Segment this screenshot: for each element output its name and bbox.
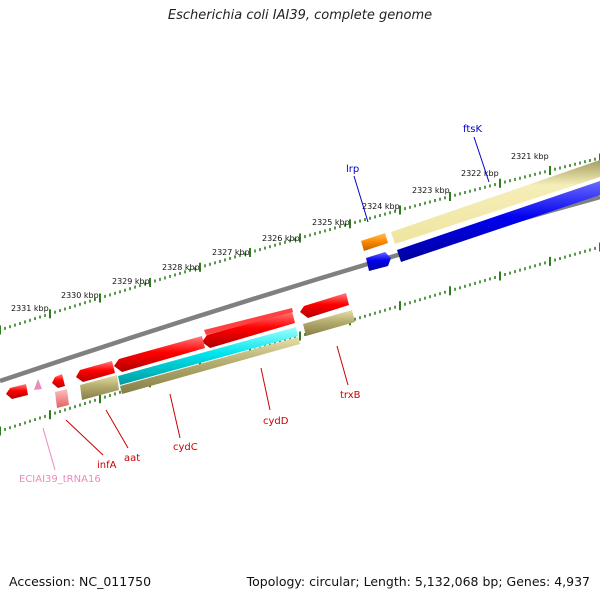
feature-light-band — [391, 160, 600, 244]
gene-cydD — [202, 311, 295, 348]
scale-label-2322: 2322 kbp — [461, 169, 499, 178]
leader-aat — [105, 409, 129, 449]
scale-label-2321: 2321 kbp — [511, 152, 549, 161]
label-cydD: cydD — [263, 416, 289, 427]
scale-label-2324: 2324 kbp — [362, 202, 400, 211]
feature-olive-trxB — [303, 310, 355, 336]
page-title: Escherichia coli IAI39, complete genome — [167, 8, 433, 23]
genome-summary: Topology: circular; Length: 5,132,068 bp… — [246, 574, 590, 589]
accession-label: Accession: NC_011750 — [9, 574, 152, 589]
leader-cydC — [169, 393, 181, 439]
feature-olive-long — [120, 337, 300, 394]
label-infA: infA — [97, 460, 117, 471]
label-ftsK: ftsK — [463, 124, 482, 135]
scale-label-2323: 2323 kbp — [412, 186, 450, 195]
gene-ftsK — [397, 181, 600, 262]
scale-label-2331: 2331 kbp — [11, 304, 49, 313]
gene-blue-small — [366, 252, 391, 271]
leader-trna — [42, 427, 56, 471]
outer-scale-ticks — [0, 153, 600, 335]
leader-infA — [65, 419, 104, 456]
scale-labels: 2321 kbp 2322 kbp 2323 kbp 2324 kbp 2325… — [11, 152, 549, 313]
gene-lrp — [361, 233, 388, 251]
label-lrp: lrp — [346, 164, 359, 175]
leader-cydD — [260, 367, 271, 411]
feature-pink-infA — [55, 389, 69, 408]
scale-label-2329: 2329 kbp — [112, 277, 150, 286]
label-trna: ECIAI39_tRNA16 — [19, 474, 101, 485]
leader-lrp — [353, 175, 369, 223]
label-cydC: cydC — [173, 442, 198, 453]
gene-cydD-upper — [204, 308, 293, 335]
gene-trxB — [300, 293, 349, 318]
label-aat: aat — [124, 453, 140, 464]
gene-trna — [34, 379, 42, 390]
scale-label-2326: 2326 kbp — [262, 234, 300, 243]
inner-scale-ticks — [0, 242, 600, 436]
scale-label-2330: 2330 kbp — [61, 291, 99, 300]
leader-trxB — [336, 345, 349, 386]
leader-lines — [42, 136, 490, 471]
feature-cyan — [118, 327, 298, 385]
gene-infA — [52, 374, 65, 388]
scale-label-2328: 2328 kbp — [162, 263, 200, 272]
gene-left-edge — [6, 384, 28, 399]
gene-cydC — [114, 336, 205, 372]
leader-ftsK — [473, 136, 490, 183]
gene-aat — [76, 361, 115, 382]
scale-label-2325: 2325 kbp — [312, 218, 350, 227]
label-trxB: trxB — [340, 390, 361, 401]
scale-label-2327: 2327 kbp — [212, 248, 250, 257]
feature-olive-aat — [80, 375, 119, 400]
